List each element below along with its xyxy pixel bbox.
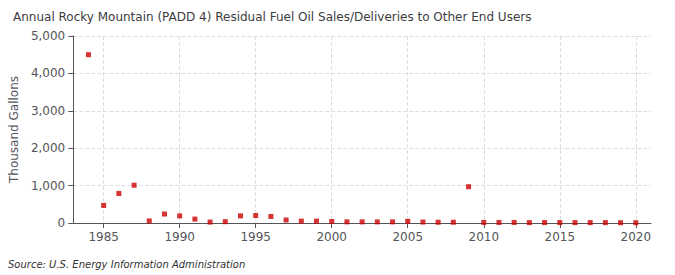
svg-text:1985: 1985 [88, 230, 119, 244]
svg-text:Source: U.S. Energy Informatio: Source: U.S. Energy Information Administ… [8, 259, 245, 270]
svg-text:1990: 1990 [164, 230, 195, 244]
svg-text:Thousand Gallons: Thousand Gallons [7, 76, 21, 184]
svg-text:1,000: 1,000 [31, 179, 65, 193]
svg-text:2,000: 2,000 [31, 141, 65, 155]
svg-text:Annual Rocky Mountain (PADD 4): Annual Rocky Mountain (PADD 4) Residual … [13, 10, 531, 24]
svg-text:2015: 2015 [545, 230, 576, 244]
svg-text:2000: 2000 [316, 230, 347, 244]
svg-text:2005: 2005 [392, 230, 423, 244]
svg-text:4,000: 4,000 [31, 66, 65, 80]
svg-text:3,000: 3,000 [31, 104, 65, 118]
svg-text:0: 0 [58, 216, 66, 230]
svg-text:1995: 1995 [240, 230, 271, 244]
svg-text:5,000: 5,000 [31, 29, 65, 43]
svg-text:2020: 2020 [621, 230, 652, 244]
svg-text:2010: 2010 [468, 230, 499, 244]
